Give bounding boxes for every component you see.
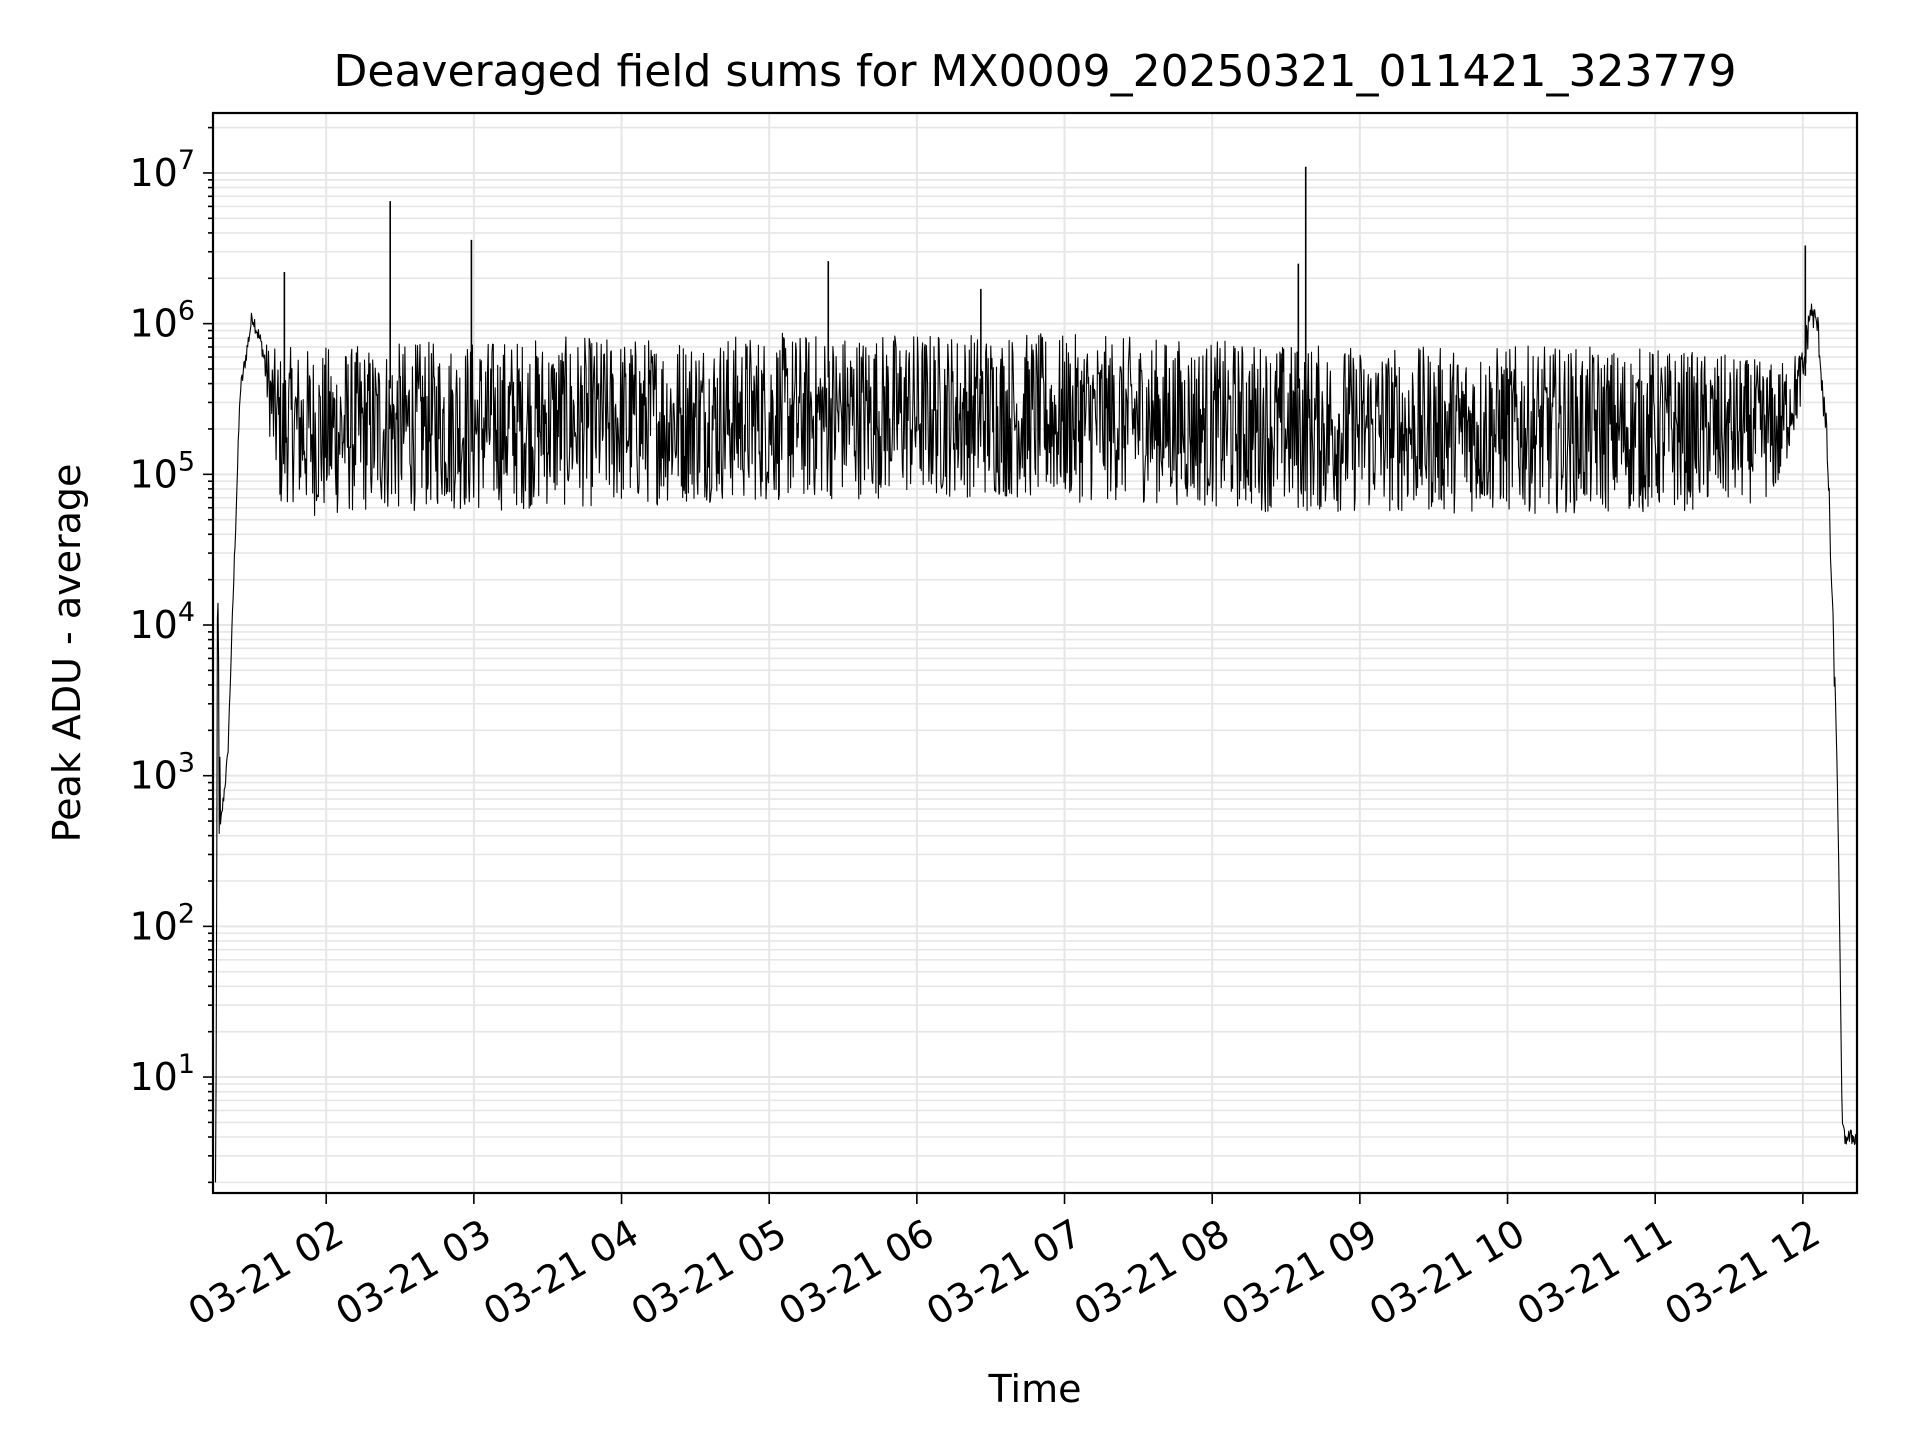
y-tick-base: 10 — [129, 1055, 177, 1099]
y-tick-exponent: 5 — [178, 446, 195, 477]
y-tick-label: 103 — [129, 748, 195, 798]
x-tick-label: 03-21 11 — [1510, 1211, 1680, 1335]
y-tick-exponent: 1 — [178, 1049, 195, 1080]
x-tick-label: 03-21 10 — [1362, 1211, 1532, 1335]
y-tick-exponent: 2 — [178, 898, 195, 929]
x-tick-label: 03-21 03 — [328, 1211, 498, 1335]
y-tick-exponent: 4 — [178, 597, 195, 628]
y-tick-exponent: 3 — [178, 748, 195, 779]
y-tick-label: 106 — [129, 296, 195, 346]
y-tick-base: 10 — [129, 603, 177, 647]
x-tick-label: 03-21 05 — [624, 1211, 794, 1335]
x-tick-label: 03-21 07 — [919, 1211, 1089, 1335]
x-tick-label: 03-21 04 — [476, 1211, 646, 1335]
series-line — [214, 166, 1858, 1183]
y-tick-base: 10 — [129, 754, 177, 798]
y-tick-exponent: 6 — [178, 296, 195, 327]
grid — [213, 113, 1857, 1193]
plot-frame — [211, 111, 1859, 1195]
x-tick-label: 03-21 06 — [771, 1211, 941, 1335]
series-trace — [214, 303, 1858, 1183]
y-tick-label: 107 — [129, 145, 195, 195]
y-tick-base: 10 — [129, 302, 177, 346]
y-tick-base: 10 — [129, 151, 177, 195]
chart-title: Deaveraged field sums for MX0009_2025032… — [334, 46, 1737, 97]
y-tick-label: 105 — [129, 446, 195, 496]
y-tick-label: 102 — [129, 898, 195, 948]
y-tick-base: 10 — [129, 452, 177, 496]
y-axis-label: Peak ADU - average — [45, 464, 89, 843]
x-tick-label: 03-21 09 — [1214, 1211, 1384, 1335]
x-tick-label: 03-21 08 — [1067, 1211, 1237, 1335]
y-tick-base: 10 — [129, 904, 177, 948]
y-tick-label: 101 — [129, 1049, 195, 1099]
x-tick-label: 03-21 12 — [1657, 1211, 1827, 1335]
x-axis-label: Time — [988, 1367, 1082, 1411]
y-tick-label: 104 — [129, 597, 195, 647]
x-tick-label: 03-21 02 — [181, 1211, 351, 1335]
y-tick-exponent: 7 — [178, 145, 195, 176]
